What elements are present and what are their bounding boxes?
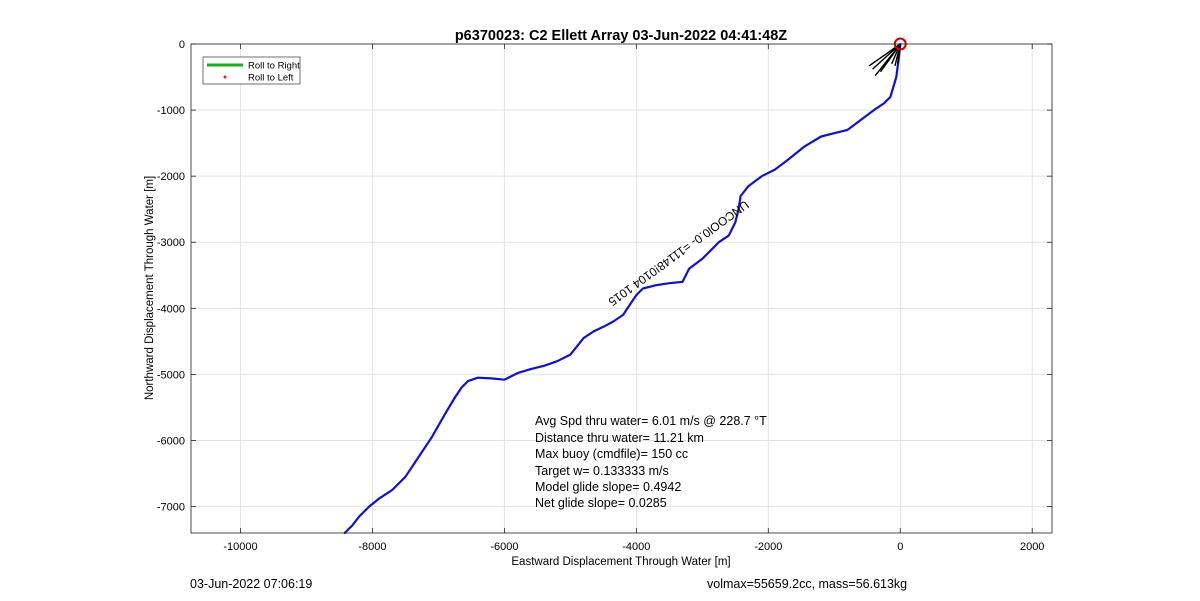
legend-roll-right-label: Roll to Right <box>248 61 300 72</box>
plot-area-frame <box>190 43 1053 534</box>
x-axis: -10000 -8000 -6000 -4000 -2000 0 2000 <box>223 44 1044 553</box>
stat-avg-speed: Avg Spd thru water= 6.01 m/s @ 228.7 °T <box>535 414 767 428</box>
stat-distance: Distance thru water= 11.21 km <box>535 431 704 445</box>
y-tick-label: -5000 <box>157 369 185 381</box>
heading-arrow <box>891 43 901 65</box>
x-tick-label: 0 <box>897 541 903 553</box>
x-axis-label: Eastward Displacement Through Water [m] <box>511 556 730 568</box>
y-tick-label: 0 <box>179 39 185 51</box>
legend: Roll to Right Roll to Left <box>202 56 301 85</box>
x-tick-label: -6000 <box>490 541 518 553</box>
plot-area-background <box>191 44 1052 533</box>
stat-net-glide: Net glide slope= 0.0285 <box>535 496 667 510</box>
y-tick-label: -3000 <box>157 237 185 249</box>
y-tick-label: -7000 <box>157 502 185 514</box>
y-tick-label: -1000 <box>157 105 185 117</box>
footer-vehicle-info: volmax=55659.2cc, mass=56.613kg <box>707 577 908 591</box>
y-axis-label: Northward Displacement Through Water [m] <box>144 176 156 400</box>
y-axis: 0 -1000 -2000 -3000 -4000 -5000 -6000 -7000 <box>157 39 1052 514</box>
y-tick-label: -2000 <box>157 171 185 183</box>
legend-roll-left-label: Roll to Left <box>248 73 294 84</box>
x-tick-label: -4000 <box>622 541 650 553</box>
chart-title: p6370023: C2 Ellett Array 03-Jun-2022 04… <box>455 28 787 44</box>
series-layer <box>343 42 902 535</box>
footer-timestamp: 03-Jun-2022 07:06:19 <box>190 577 313 591</box>
x-tick-label: 2000 <box>1020 541 1044 553</box>
y-tick-label: -6000 <box>157 435 185 447</box>
x-tick-label: -2000 <box>754 541 782 553</box>
legend-roll-left-dot <box>223 75 227 79</box>
stat-model-glide: Model glide slope= 0.4942 <box>535 480 681 494</box>
series-line-0 <box>343 42 902 535</box>
y-tick-label: -4000 <box>157 303 185 315</box>
stats-block: Avg Spd thru water= 6.01 m/s @ 228.7 °T … <box>535 414 767 510</box>
x-tick-label: -10000 <box>223 541 257 553</box>
legend-box <box>202 56 301 85</box>
stat-target-w: Target w= 0.133333 m/s <box>535 464 669 478</box>
x-tick-label: -8000 <box>358 541 386 553</box>
stat-max-buoy: Max buoy (cmdfile)= 150 cc <box>535 447 688 461</box>
heading-arrow <box>874 43 901 77</box>
